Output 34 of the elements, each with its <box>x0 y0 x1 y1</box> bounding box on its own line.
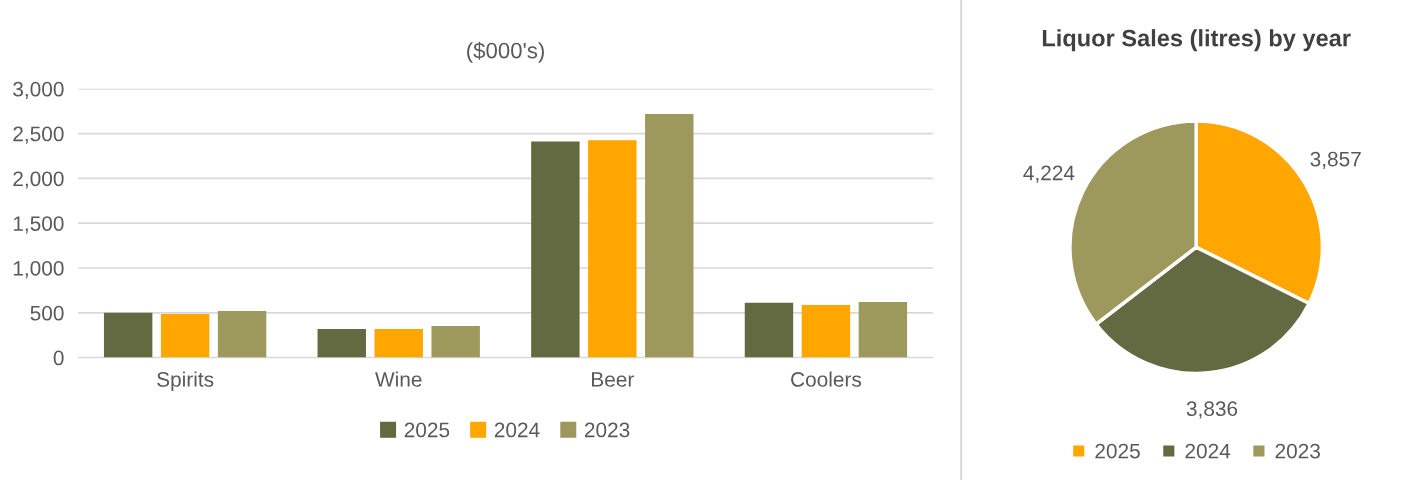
bar <box>588 140 637 358</box>
x-tick-label: Wine <box>375 371 422 387</box>
chart-title: ($000's) <box>467 41 544 63</box>
data-label: 3,857 <box>1310 151 1361 169</box>
legend-label: 2025 <box>404 422 450 438</box>
bar <box>374 328 423 358</box>
data-label: 4,224 <box>1023 165 1075 183</box>
bar <box>801 305 851 358</box>
bar <box>217 311 267 358</box>
y-tick-label: 1,500 <box>13 216 64 234</box>
y-tick-label: 3,000 <box>13 81 64 100</box>
x-tick-label: Spirits <box>157 371 214 391</box>
legend-label: 2023 <box>584 422 630 438</box>
y-tick-label: 1,000 <box>13 261 64 279</box>
x-tick-label: Coolers <box>791 371 862 387</box>
legend-label: 2024 <box>1185 443 1231 459</box>
y-tick-label: 2,000 <box>13 171 64 189</box>
bar <box>858 302 908 358</box>
chart-title: Liquor Sales (litres) by year <box>1042 29 1351 52</box>
bar <box>431 325 480 358</box>
y-tick-label: 2,500 <box>13 126 64 144</box>
bar <box>103 312 153 358</box>
bar <box>744 302 794 358</box>
legend-label: 2025 <box>1095 443 1140 459</box>
bar <box>317 328 366 358</box>
x-tick-label: Beer <box>592 372 634 387</box>
legend-label: 2024 <box>494 422 540 438</box>
bar <box>531 141 580 358</box>
bar <box>645 113 694 358</box>
y-tick-label: 500 <box>30 305 64 321</box>
y-tick-label: 0 <box>53 350 64 366</box>
bar <box>160 313 210 358</box>
data-label: 3,836 <box>1186 401 1238 419</box>
legend-label: 2023 <box>1275 443 1320 459</box>
